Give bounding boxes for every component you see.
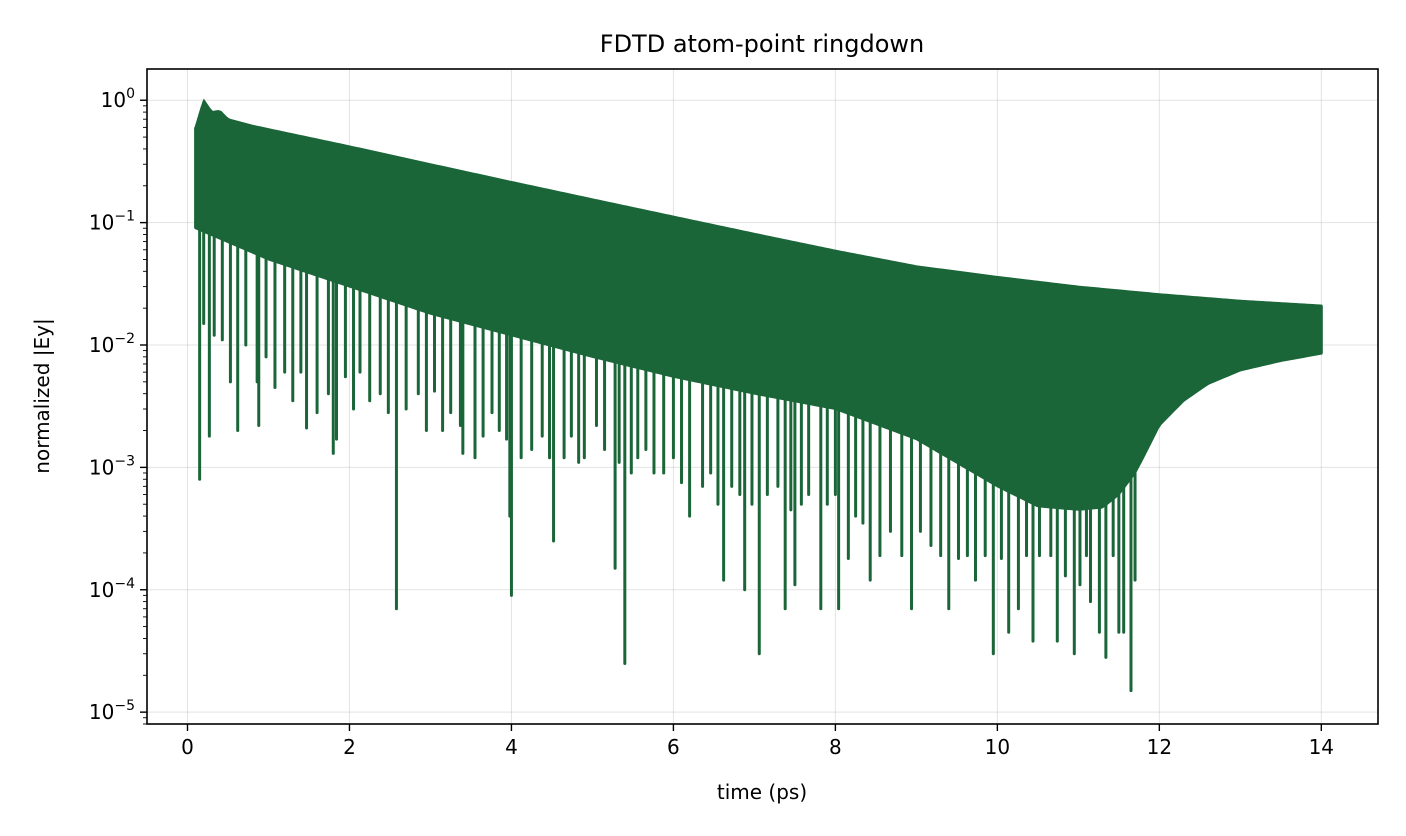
x-tick-label: 14 <box>1309 735 1334 759</box>
axes-frame <box>146 68 1379 725</box>
x-tick-label: 2 <box>343 735 356 759</box>
signal-envelope <box>194 98 1323 511</box>
y-tick-label: 10−4 <box>89 576 135 602</box>
x-tick-label: 8 <box>829 735 842 759</box>
x-tick-label: 12 <box>1147 735 1172 759</box>
x-tick-label: 4 <box>505 735 518 759</box>
y-tick-label: 100 <box>101 86 135 112</box>
y-tick-label: 10−1 <box>89 209 135 235</box>
x-tick-label: 0 <box>181 735 194 759</box>
x-axis-ticks: 0 2 4 6 8 10 12 14 <box>181 724 1334 759</box>
x-tick-label: 10 <box>985 735 1010 759</box>
y-tick-label: 10−5 <box>89 698 135 724</box>
x-axis-label: time (ps) <box>717 780 807 804</box>
plot-area <box>194 98 1323 693</box>
chart-title: FDTD atom-point ringdown <box>600 30 924 58</box>
y-tick-label: 10−2 <box>89 331 135 357</box>
y-axis-label: normalized |Ey| <box>30 318 54 473</box>
y-axis-ticks: 100 10−1 10−2 10−3 10−4 10−5 <box>89 86 147 725</box>
y-tick-label: 10−3 <box>89 453 135 479</box>
x-tick-label: 6 <box>667 735 680 759</box>
